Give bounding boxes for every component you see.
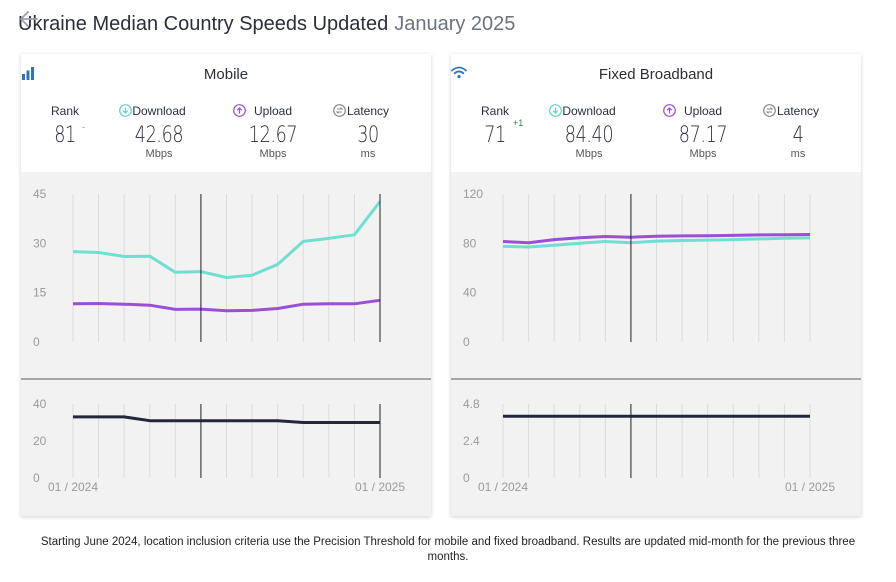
- fixed-download: Download 84.40 Mbps: [549, 104, 629, 160]
- fixed-title-text: Fixed Broadband: [598, 66, 714, 83]
- latency-icon: [763, 104, 776, 117]
- fixed-xtick-label: 01 / 2025: [785, 480, 835, 494]
- latency-label-row: Latency: [763, 104, 833, 118]
- download-unit: Mbps: [575, 148, 603, 160]
- mobile-download: Download 42.68 Mbps: [119, 104, 199, 160]
- latency-value: 30: [357, 123, 379, 148]
- upload-unit: Mbps: [689, 148, 717, 160]
- upload-value: 87.17: [678, 123, 728, 148]
- mobile-download-line: [72, 200, 382, 279]
- mobile-panel: Mobile Rank 81 - Download 42.68 Mbps Upl…: [21, 54, 431, 516]
- mobile-chart[interactable]: 0 15 30 45 0 20 40 01 / 2024 01 / 2025: [21, 172, 431, 516]
- mobile-xtick-label: 01 / 2025: [355, 480, 405, 494]
- download-label: Download: [562, 104, 616, 118]
- latency-label-row: Latency: [333, 104, 403, 118]
- fixed-ytick-label-latency: 0: [463, 471, 470, 485]
- rank-label: Rank: [50, 104, 79, 118]
- mobile-ytick-label-latency: 40: [33, 397, 47, 411]
- download-label-row: Download: [119, 104, 199, 118]
- fixed-chart-area[interactable]: 0 40 80 120 0 2.4 4.8 01 / 2024 01 / 2025: [451, 172, 861, 516]
- fixed-chart[interactable]: 0 40 80 120 0 2.4 4.8 01 / 2024 01 / 2025: [451, 172, 861, 516]
- title-main: Ukraine Median Country Speeds Updated: [18, 12, 389, 35]
- upload-value: 12.67: [248, 123, 298, 148]
- footnote: Starting June 2024, location inclusion c…: [40, 536, 856, 563]
- mobile-upload-line: [72, 298, 381, 313]
- latency-unit: ms: [360, 148, 376, 160]
- mobile-ytick-label: 30: [33, 236, 47, 250]
- mobile-ytick-label-latency: 20: [33, 434, 47, 448]
- fixed-panel: Fixed Broadband Rank 71 +1 Download 84.4…: [451, 54, 861, 516]
- upload-unit: Mbps: [259, 148, 287, 160]
- upload-icon: [663, 104, 676, 117]
- fixed-xtick-label: 01 / 2024: [478, 480, 528, 494]
- rank-value: 81: [54, 123, 76, 148]
- rank-delta: -: [82, 122, 85, 132]
- upload-icon: [233, 104, 246, 117]
- wifi-icon: [451, 66, 467, 79]
- mobile-chart-area[interactable]: 0 15 30 45 0 20 40 01 / 2024 01 / 2025: [21, 172, 431, 516]
- arrow-left-icon[interactable]: [18, 8, 40, 30]
- fixed-upload-line: [502, 233, 811, 245]
- mobile-metrics: Rank 81 - Download 42.68 Mbps Upload 12.…: [21, 104, 431, 170]
- latency-label: Latency: [346, 104, 390, 118]
- upload-label: Upload: [683, 104, 723, 118]
- signal-bars-icon: [22, 67, 34, 80]
- download-value: 42.68: [134, 123, 184, 148]
- rank-label: Rank: [480, 104, 509, 118]
- fixed-ytick-label: 120: [463, 187, 483, 201]
- mobile-ytick-label: 0: [33, 335, 40, 349]
- fixed-ytick-label: 80: [463, 236, 477, 250]
- fixed-download-line: [502, 236, 811, 249]
- download-value: 84.40: [564, 123, 614, 148]
- mobile-latency-line: [73, 415, 380, 424]
- mobile-panel-title: Mobile: [21, 66, 431, 83]
- fixed-panel-title: Fixed Broadband: [451, 66, 861, 83]
- rank-delta: +1: [513, 118, 524, 128]
- latency-label: Latency: [776, 104, 820, 118]
- download-icon: [549, 104, 562, 117]
- mobile-ytick-label: 45: [33, 187, 47, 201]
- page-title: Ukraine Median Country Speeds Updated Jan…: [18, 13, 515, 36]
- download-label-row: Download: [549, 104, 629, 118]
- mobile-xtick-label: 01 / 2024: [48, 480, 98, 494]
- latency-value: 4: [792, 123, 804, 148]
- fixed-ytick-label: 40: [463, 286, 477, 300]
- upload-label: Upload: [253, 104, 293, 118]
- fixed-metrics: Rank 71 +1 Download 84.40 Mbps Upload 87…: [451, 104, 861, 170]
- mobile-ytick-label: 15: [33, 286, 47, 300]
- upload-label-row: Upload: [233, 104, 313, 118]
- fixed-ytick-label: 0: [463, 335, 470, 349]
- download-unit: Mbps: [145, 148, 173, 160]
- fixed-latency: Latency 4 ms: [763, 104, 833, 160]
- mobile-title-text: Mobile: [203, 66, 249, 83]
- mobile-latency: Latency 30 ms: [333, 104, 403, 160]
- upload-label-row: Upload: [663, 104, 743, 118]
- download-label: Download: [132, 104, 186, 118]
- fixed-ytick-label-latency: 2.4: [463, 434, 480, 448]
- fixed-rank: Rank 71: [477, 104, 513, 148]
- fixed-ytick-label-latency: 4.8: [463, 397, 480, 411]
- title-date: January 2025: [394, 12, 516, 35]
- mobile-upload: Upload 12.67 Mbps: [233, 104, 313, 160]
- mobile-rank: Rank 81: [47, 104, 83, 148]
- latency-icon: [333, 104, 346, 117]
- download-icon: [119, 104, 132, 117]
- latency-unit: ms: [790, 148, 806, 160]
- mobile-ytick-label-latency: 0: [33, 471, 40, 485]
- fixed-upload: Upload 87.17 Mbps: [663, 104, 743, 160]
- page-header: Ukraine Median Country Speeds Updated Jan…: [18, 8, 515, 40]
- rank-value: 71: [484, 123, 506, 148]
